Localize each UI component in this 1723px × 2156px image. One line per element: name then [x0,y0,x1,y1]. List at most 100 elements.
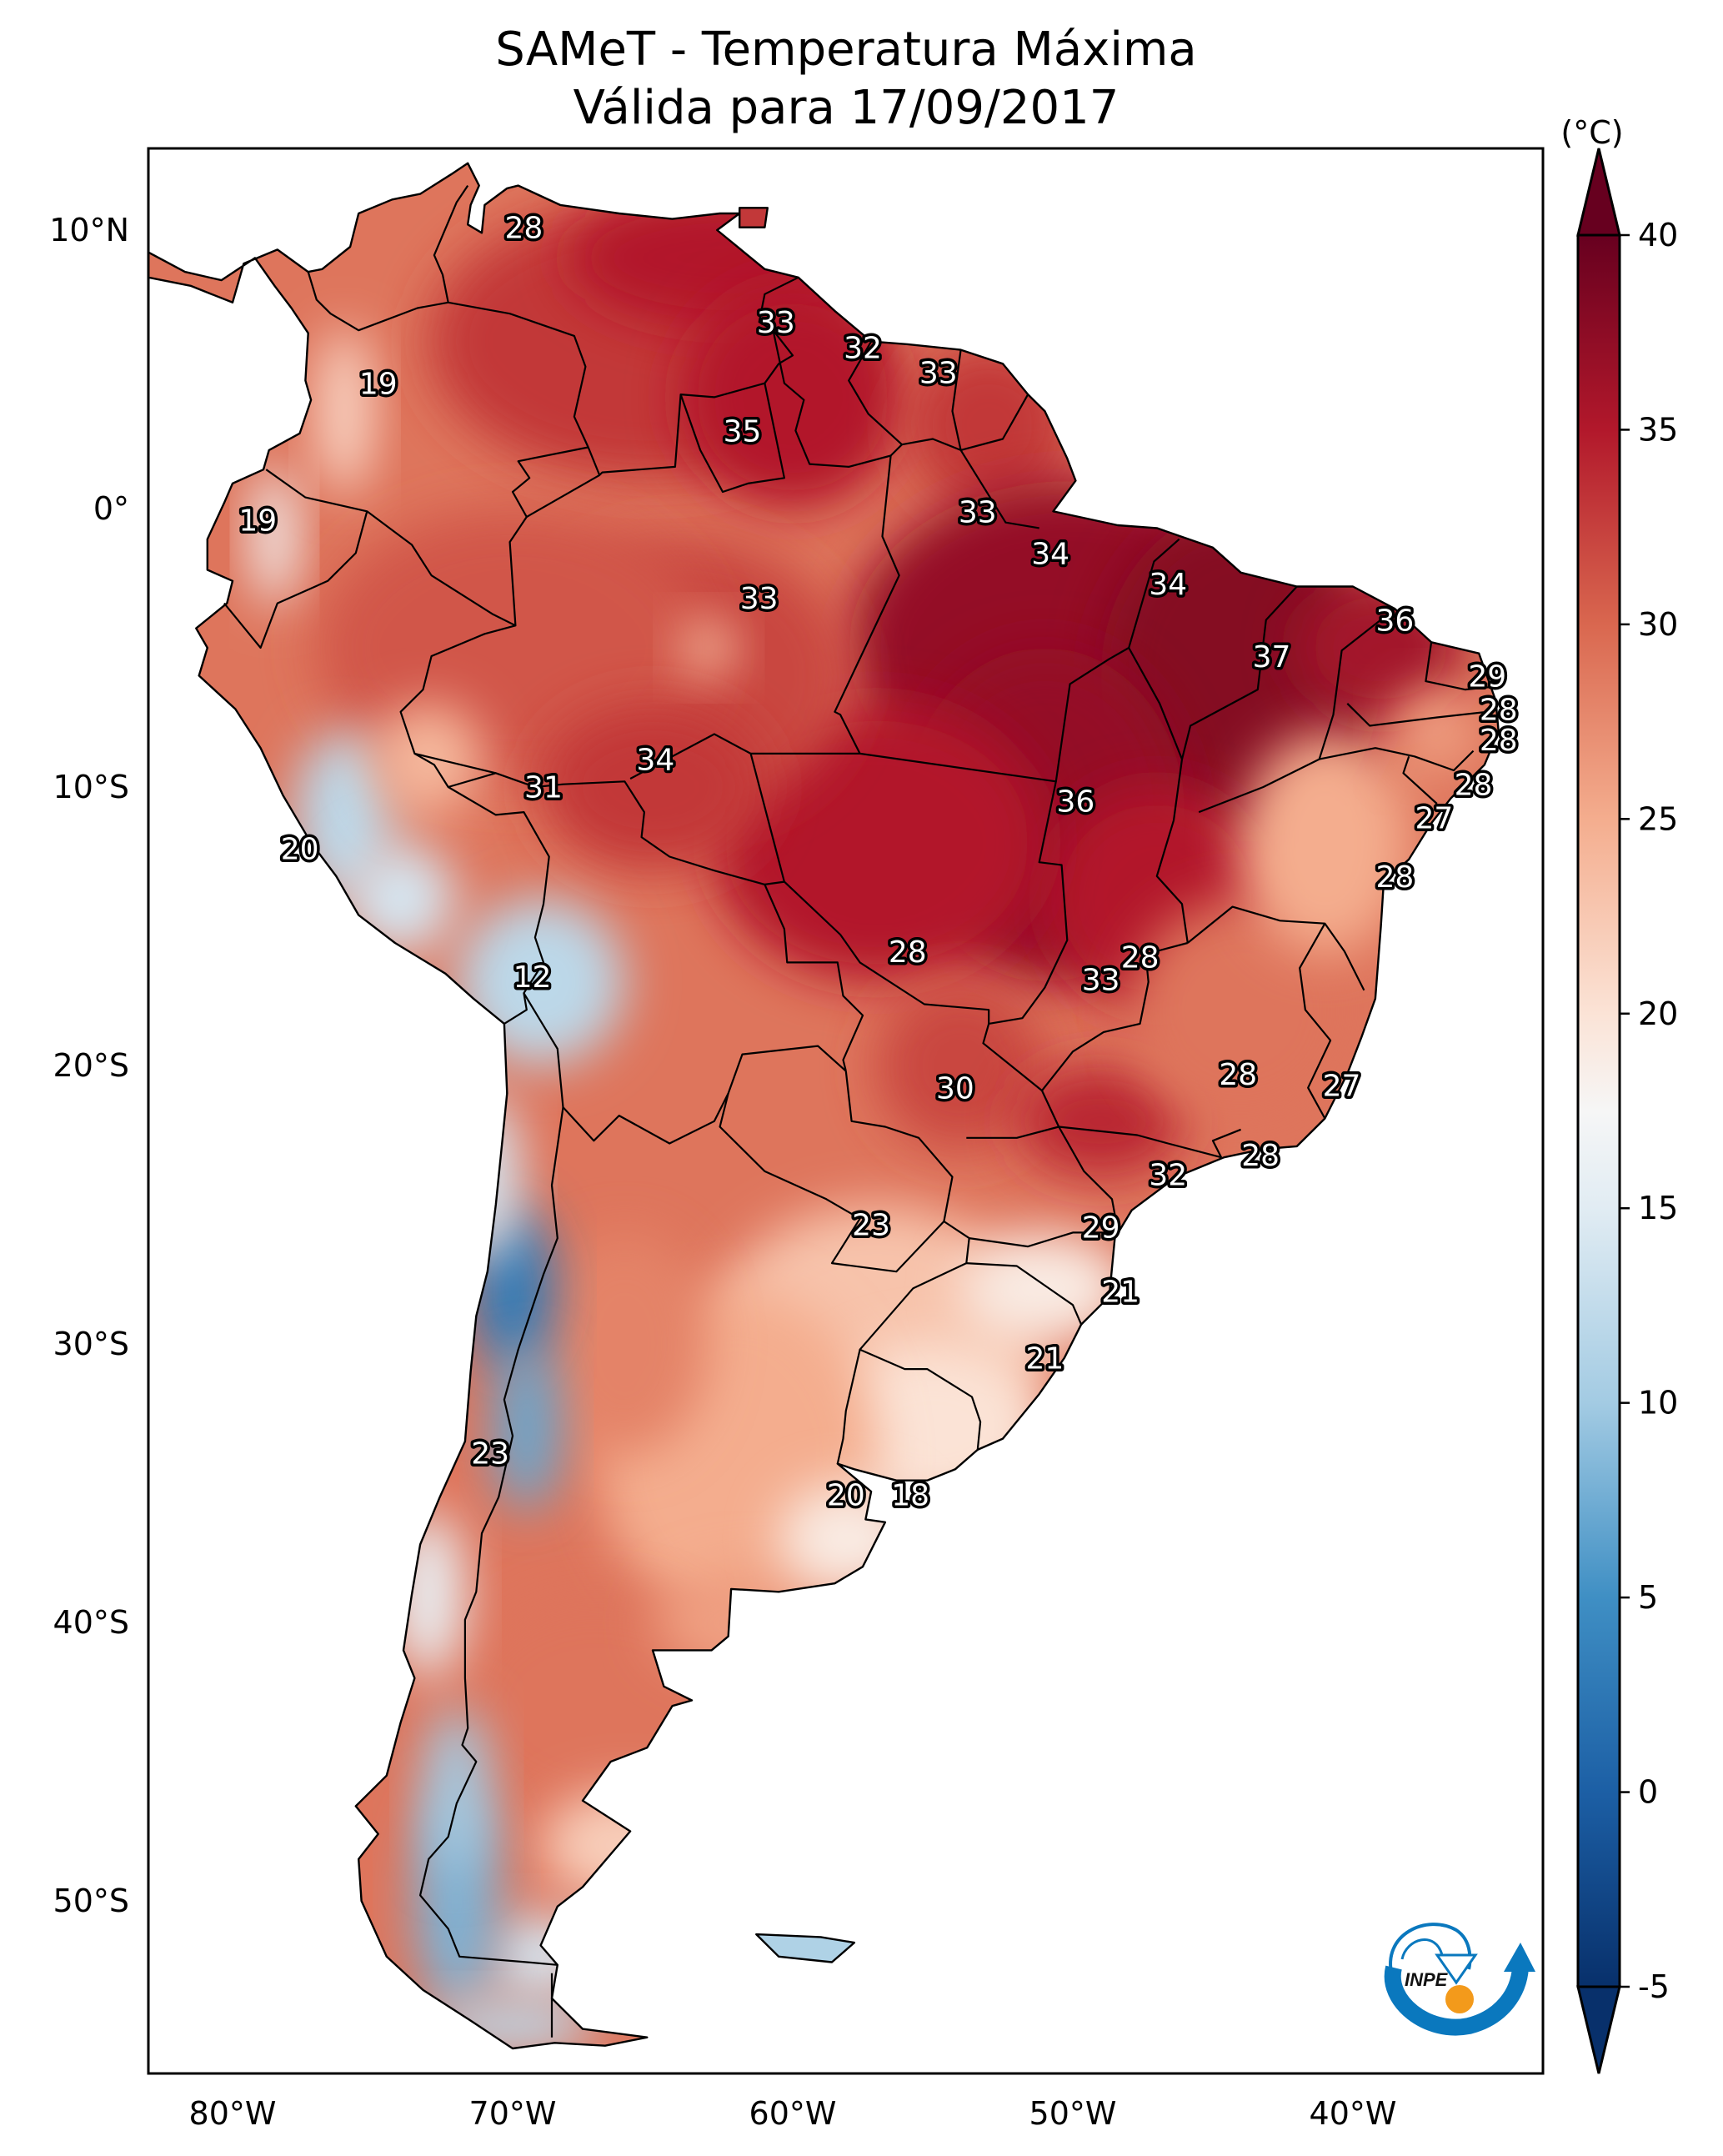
field-patch [1129,898,1353,1121]
field-patch [680,619,737,676]
coastline [148,162,1500,2050]
border-line [1054,646,1189,944]
border-line [1187,905,1365,991]
temperature-value-label: 23 [852,1208,890,1242]
temperature-value-label: 34 [1031,537,1069,571]
x-tick-label: 40°W [1310,2095,1397,2132]
field-patch [1016,1065,1185,1177]
temperature-value-label: 20 [827,1478,865,1512]
x-axis: 80°W 70°W 60°W 50°W 40°W [189,2095,1397,2132]
temperature-value-label: 33 [757,306,795,340]
temperature-value-label: 34 [1149,568,1187,602]
temperature-value-label: 27 [1415,802,1454,836]
border-line [1211,1128,1242,1158]
y-axis: 10°N 0° 10°S 20°S 30°S 40°S 50°S [49,212,129,1919]
x-tick-label: 80°W [189,2095,277,2132]
colorbar-bar [1576,233,1621,1988]
border-line [448,276,799,477]
colorbar-tick-label: 25 [1638,800,1678,837]
border-line [1402,755,1438,805]
chart-title-line2: Válida para 17/09/2017 [573,81,1119,135]
border-line [966,1262,1083,1326]
field-patch [1240,731,1410,955]
field-patch [423,1706,491,1873]
country-state-borders [223,184,1494,2038]
temperature-value-label: 19 [238,504,277,538]
colorbar-tick-label: 40 [1638,217,1678,253]
logo-sun-icon [1445,1985,1474,2013]
y-tick-label: 0° [93,490,129,527]
border-line [960,394,1029,451]
field-patch [316,327,373,495]
field-patch [373,703,485,815]
map-frame [147,147,1545,2075]
temperature-value-label: 27 [1323,1069,1361,1103]
y-tick-label: 30°S [53,1326,129,1362]
x-tick-label: 50°W [1029,2095,1117,2132]
temperature-value-label: 28 [1455,769,1493,803]
border-line [836,1349,861,1464]
border-line [448,772,864,1071]
temperature-value-label: 32 [1149,1158,1187,1192]
field-patch [876,981,1045,1150]
temperature-value-label: 30 [936,1072,974,1106]
colorbar-tick-label: 0 [1638,1774,1658,1811]
y-tick-label: 40°S [53,1604,129,1641]
temperature-value-label: 36 [1375,604,1414,639]
border-line [414,752,497,775]
temperature-value-label: 33 [1082,963,1120,997]
logo-down-arrow-icon [1435,1953,1478,1985]
temperature-value-label: 18 [891,1478,929,1512]
border-line [719,1070,954,1273]
field-patch [252,466,298,606]
border-line [859,752,1069,1127]
border-line [1180,585,1298,760]
logo-arrow-icon [1504,1943,1535,1972]
island [755,1933,856,1963]
temperature-value-label: 28 [1241,1139,1280,1173]
field-patch [540,703,765,871]
temperature-value-label: 28 [1219,1058,1257,1092]
border-line [959,449,1039,529]
field-patch [680,285,905,509]
border-line [772,329,904,469]
temperature-value-label: 33 [919,356,958,390]
border-line [526,474,600,518]
border-line [1299,923,1332,1120]
islands [739,207,856,1963]
temperature-value-label: 20 [281,832,319,866]
border-line [223,511,368,649]
temperature-value-label: 21 [1025,1342,1064,1376]
temperature-value-label: 28 [889,935,927,970]
colorbar-tick-label: 35 [1638,411,1678,448]
colorbar-tick-label: 15 [1638,1190,1678,1226]
temperature-value-label: 28 [1121,941,1160,975]
border-line [629,455,900,780]
colorbar-tick-label: 10 [1638,1385,1678,1421]
y-tick-label: 10°S [53,769,129,805]
border-line [1041,941,1189,1091]
colorbar-tick-label: 20 [1638,995,1678,1032]
chart-title-line1: SAMeT - Temperatura Máxima [495,23,1197,77]
border-line [399,624,550,1025]
temperature-value-label: 34 [636,743,674,777]
temperature-value-label: 32 [844,331,882,365]
temperature-value-label: 19 [359,368,398,402]
border-line [966,1126,1119,1231]
field-patch [960,1232,1129,1344]
temperature-value-label: 28 [1480,693,1518,727]
logo-text: INPE [1405,1969,1449,1990]
border-line [419,1106,564,1966]
x-tick-label: 60°W [749,2095,837,2132]
temperature-value-label: 29 [1082,1211,1120,1246]
border-line [679,383,786,494]
colorbar-tick-label: 5 [1638,1579,1658,1616]
border-line [1346,703,1488,727]
temperature-value-label: 28 [505,212,543,246]
temperature-value-label: 28 [1480,724,1518,758]
border-line [764,880,785,885]
temperature-value-label: 37 [1253,640,1291,674]
